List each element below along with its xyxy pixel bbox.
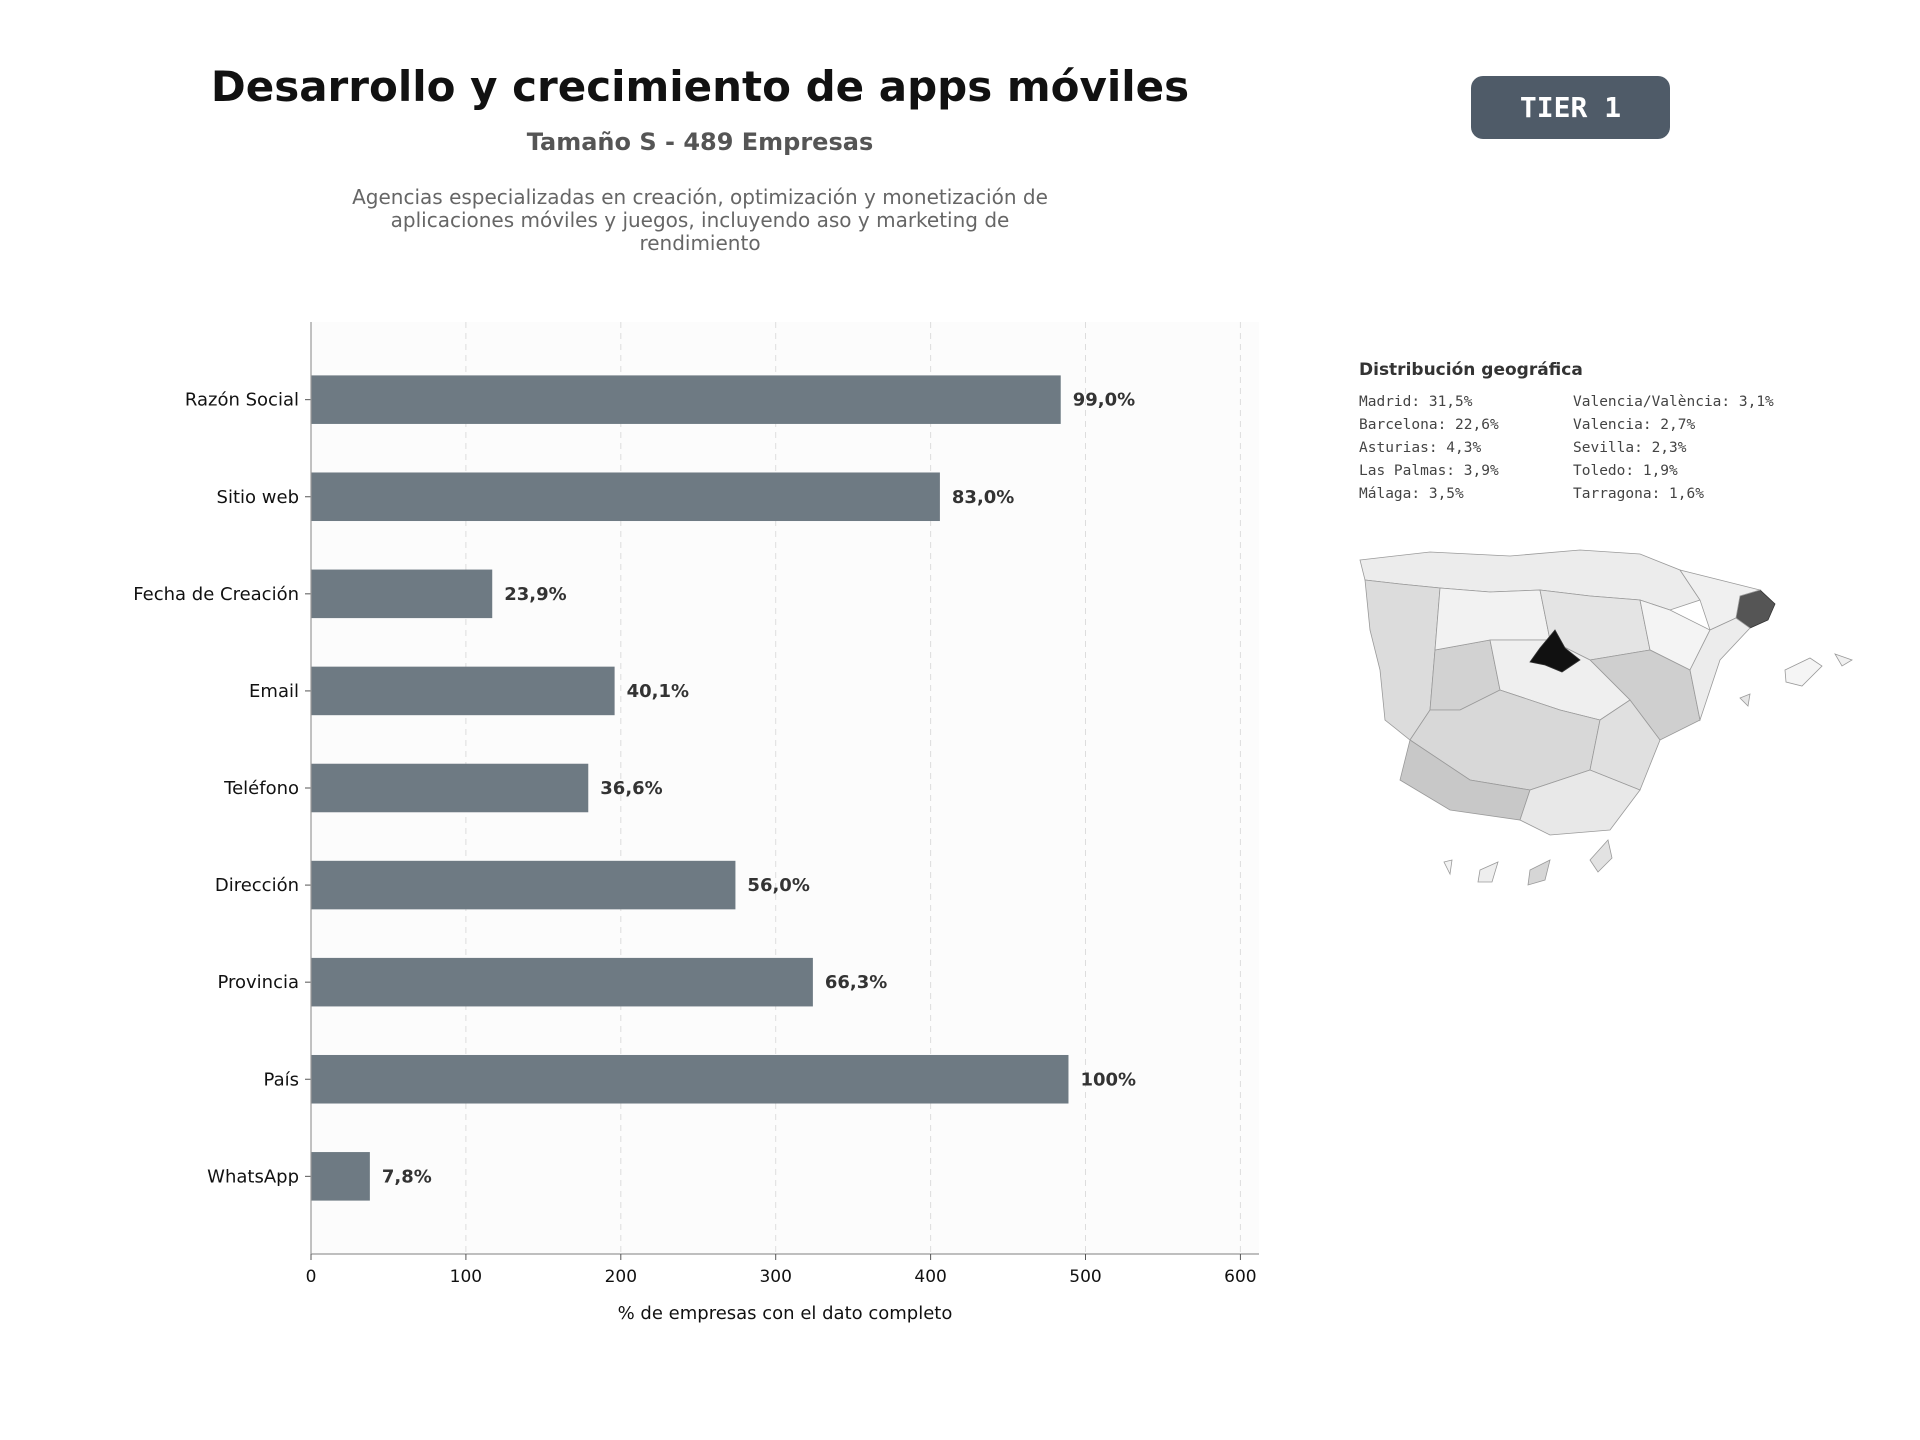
map-region <box>1443 859 1453 876</box>
page-description: Agencias especializadas en creación, opt… <box>352 185 1048 255</box>
x-tick-label: 200 <box>605 1267 637 1287</box>
bar <box>311 1152 370 1201</box>
data-label: 56,0% <box>747 875 809 896</box>
geo-title: Distribución geográfica <box>1359 360 1583 380</box>
map-region <box>1477 861 1499 883</box>
bar <box>311 957 813 1007</box>
tier-badge: TIER 1 <box>1471 76 1670 139</box>
map-region-madrid <box>1529 629 1581 673</box>
map-region <box>1679 569 1762 631</box>
bar <box>311 375 1061 424</box>
geo-item: Tarragona: 1,6% <box>1573 486 1704 502</box>
x-tick-label: 0 <box>306 1267 317 1287</box>
geo-item: Sevilla: 2,3% <box>1573 440 1687 456</box>
data-label: 99,0% <box>1073 390 1135 411</box>
data-label: 83,0% <box>952 487 1014 508</box>
geo-item: Valencia: 2,7% <box>1573 417 1696 433</box>
geo-list: Madrid: 31,5% Valencia/València: 3,1% Barc… <box>1359 394 1859 502</box>
x-tick-label: 300 <box>759 1267 791 1287</box>
category-label: Email <box>249 681 299 702</box>
bar <box>311 763 589 813</box>
geo-item: Las Palmas: 3,9% <box>1359 463 1499 479</box>
x-tick-label: 600 <box>1224 1267 1256 1287</box>
x-axis-label: % de empresas con el dato completo <box>618 1303 953 1324</box>
map-region <box>1784 657 1823 687</box>
map-region <box>1589 699 1661 791</box>
category-label: Dirección <box>215 875 299 896</box>
category-label: Sitio web <box>217 487 299 508</box>
x-tick-label: 400 <box>914 1267 946 1287</box>
category-label: Razón Social <box>185 390 299 411</box>
geo-item: Toledo: 1,9% <box>1573 463 1678 479</box>
page-title: Desarrollo y crecimiento de apps móviles <box>210 62 1190 111</box>
data-label: 100% <box>1080 1069 1136 1090</box>
category-label: Teléfono <box>223 778 299 799</box>
data-label: 66,3% <box>825 972 887 993</box>
geo-item: Asturias: 4,3% <box>1359 440 1482 456</box>
map-region <box>1589 839 1613 873</box>
geo-item: Madrid: 31,5% <box>1359 394 1473 410</box>
page-subtitle: Tamaño S - 489 Empresas <box>526 128 874 156</box>
geo-item: Málaga: 3,5% <box>1359 486 1464 502</box>
category-label: WhatsApp <box>207 1166 299 1187</box>
map-region <box>1834 653 1853 667</box>
geo-item: Barcelona: 22,6% <box>1359 417 1499 433</box>
bar <box>311 860 736 910</box>
map-region <box>1527 859 1551 886</box>
data-label: 7,8% <box>382 1166 432 1187</box>
data-label: 23,9% <box>504 584 566 605</box>
spain-map <box>1359 549 1853 886</box>
bar <box>311 1054 1069 1104</box>
geo-item: Valencia/València: 3,1% <box>1573 394 1774 410</box>
x-tick-label: 100 <box>450 1267 482 1287</box>
data-label: 36,6% <box>600 778 662 799</box>
category-label: Fecha de Creación <box>133 584 299 605</box>
category-label: Provincia <box>217 972 299 993</box>
data-label: 40,1% <box>627 681 689 702</box>
category-label: País <box>264 1069 299 1090</box>
bar <box>311 569 493 619</box>
geo-distribution-panel: Distribución geográfica Madrid: 31,5% Val… <box>1359 360 1859 502</box>
bar-chart: 99,0% Razón Social 83,0% Sitio web 23,9% Fech… <box>133 322 1259 1324</box>
bar <box>311 666 615 716</box>
map-region <box>1519 769 1641 836</box>
x-tick-label: 500 <box>1069 1267 1101 1287</box>
map-region <box>1739 693 1751 707</box>
map-region <box>1689 617 1751 722</box>
bar <box>311 472 940 522</box>
